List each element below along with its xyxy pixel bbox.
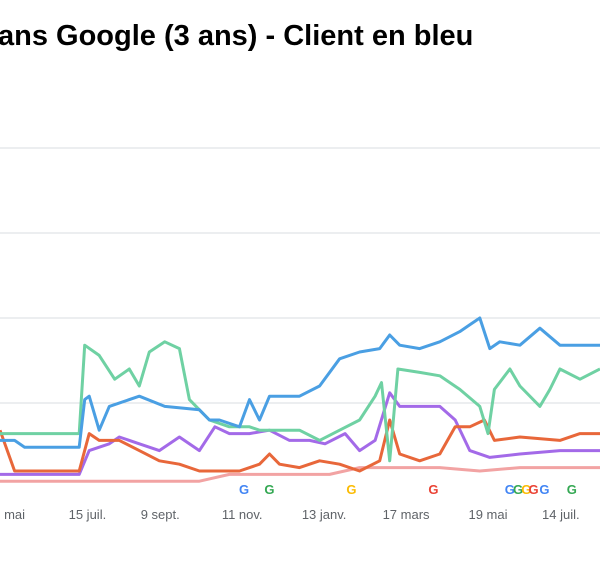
x-tick-label: 15 juil. [69,507,107,522]
line-series [0,466,600,483]
annotation-icon: G [264,482,274,497]
annotation-icon: G [539,482,549,497]
annotation-icon: G [428,482,438,497]
x-tick-label: mai [4,507,25,522]
annotation-icon: G [239,482,249,497]
annotation-icon: G [513,482,523,497]
line-series [0,418,600,473]
annotation-icon: G [346,482,356,497]
annotation-icon: G [521,482,531,497]
line-series [0,316,600,449]
annotation-icon: G [528,482,538,497]
x-tick-label: 9 sept. [141,507,180,522]
annotation-icon: G [567,482,577,497]
annotation-icon: G [505,482,515,497]
line-series [0,340,600,463]
x-tick-label: 19 mai [468,507,507,522]
chart-title: ans Google (3 ans) - Client en bleu [0,20,473,52]
x-tick-label: 11 nov. [222,507,263,522]
x-tick-label: 14 juil. [542,507,580,522]
x-tick-label: 13 janv. [302,507,347,522]
x-tick-label: 17 mars [383,507,430,522]
line-series [0,391,600,476]
